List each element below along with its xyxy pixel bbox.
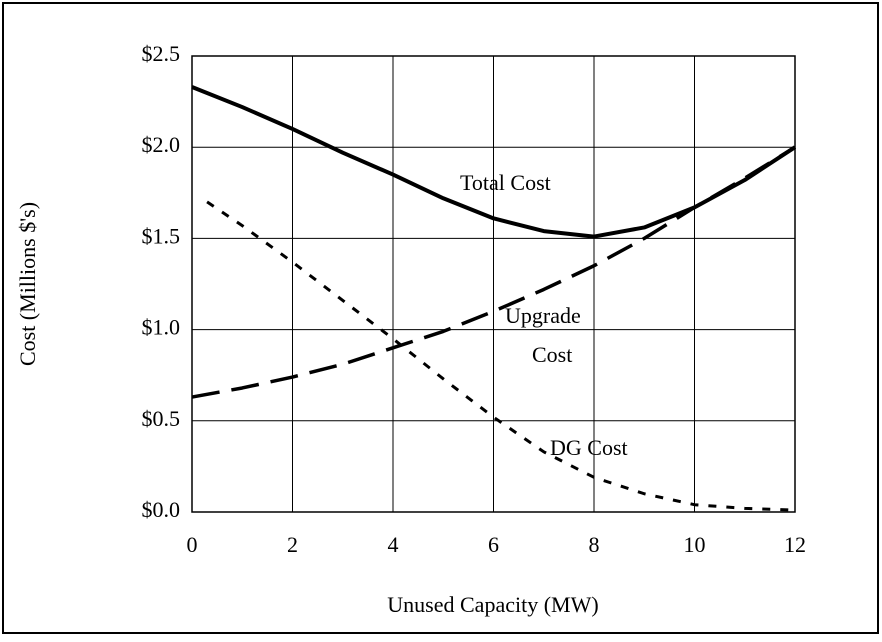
x-tick-label: 6 [488, 532, 499, 557]
y-tick-label: $2.0 [142, 132, 181, 157]
y-tick-label: $0.0 [142, 497, 181, 522]
x-tick-label: 2 [287, 532, 298, 557]
line-series [206, 200, 796, 512]
y-axis-label: Cost (Millions $'s) [15, 202, 40, 366]
x-tick-label: 12 [784, 532, 806, 557]
y-tick-label: $0.5 [142, 406, 181, 431]
x-tick-label: 0 [187, 532, 198, 557]
line-series [191, 145, 796, 399]
x-tick-label: 4 [388, 532, 399, 557]
y-tick-label: $1.5 [142, 223, 181, 248]
annotation: DG Cost [550, 435, 628, 460]
x-tick-label: 10 [684, 532, 706, 557]
annotation: Cost [532, 342, 572, 367]
x-tick-label: 8 [589, 532, 600, 557]
y-tick-label: $1.0 [142, 315, 181, 340]
annotation: Total Cost [460, 170, 551, 195]
x-axis-label: Unused Capacity (MW) [387, 592, 598, 617]
y-tick-label: $2.5 [142, 41, 181, 66]
annotation: Upgrade [505, 303, 581, 328]
